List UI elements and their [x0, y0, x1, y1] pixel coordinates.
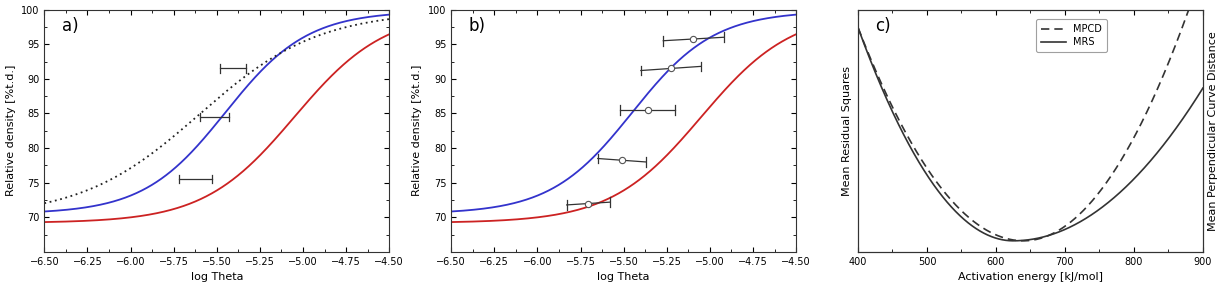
MPCD [1016, 239, 1031, 242]
MPCD [886, 107, 901, 110]
Y-axis label: Mean Perpendicular Curve Distance: Mean Perpendicular Curve Distance [1208, 31, 1218, 231]
Text: c): c) [875, 17, 891, 35]
X-axis label: Activation energy [kJ/mol]: Activation energy [kJ/mol] [958, 272, 1103, 283]
MRS [1088, 211, 1103, 214]
MPCD [1002, 238, 1017, 241]
MRS [1006, 239, 1021, 242]
Y-axis label: Relative density [%t.d.]: Relative density [%t.d.] [412, 65, 422, 196]
Line: MPCD: MPCD [858, 5, 1203, 241]
Legend: MPCD, MRS: MPCD, MRS [1037, 19, 1108, 52]
MRS [886, 111, 901, 115]
MPCD [851, 26, 865, 29]
MPCD [990, 234, 1005, 237]
X-axis label: log Theta: log Theta [597, 272, 650, 283]
MPCD [1184, 3, 1198, 7]
MRS [1126, 178, 1141, 181]
MPCD [1120, 148, 1135, 151]
Line: MRS: MRS [858, 28, 1203, 241]
MRS [1196, 86, 1211, 90]
Y-axis label: Relative density [%t.d.]: Relative density [%t.d.] [6, 65, 16, 196]
Text: b): b) [469, 17, 486, 35]
MRS [851, 26, 865, 29]
X-axis label: log Theta: log Theta [191, 272, 244, 283]
MPCD [1088, 196, 1103, 199]
MRS [990, 237, 1005, 240]
MPCD [1126, 137, 1141, 140]
MPCD [1196, 3, 1211, 7]
MRS [1002, 239, 1017, 242]
MRS [1120, 184, 1135, 187]
Y-axis label: Mean Residual Squares: Mean Residual Squares [842, 66, 852, 196]
Text: a): a) [61, 17, 78, 35]
